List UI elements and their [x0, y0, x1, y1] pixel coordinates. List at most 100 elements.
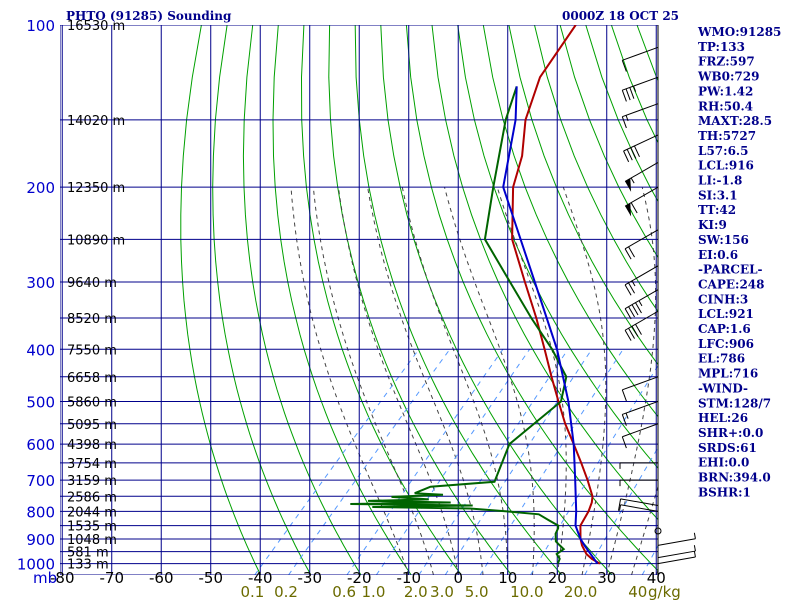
dry-adiabat-line	[791, 25, 800, 575]
dry-adiabat-line	[272, 25, 412, 575]
mixing-ratio-tick-label: 0.2	[274, 583, 298, 600]
wind-barb-shaft	[657, 538, 696, 546]
sounding-index: KI:9	[698, 218, 727, 232]
sounding-index: SI:3.1	[698, 188, 738, 202]
wind-barb-full	[631, 325, 639, 337]
wind-barb-full	[621, 90, 627, 102]
temperature-tick-label: -50	[198, 569, 223, 587]
sounding-indices: WMO:91285TP:133FRZ:597WB0:729PW:1.42RH:5…	[697, 25, 781, 499]
dry-adiabat-line	[180, 25, 262, 575]
sounding-index: LCL:916	[698, 159, 754, 173]
mixing-ratio-line	[346, 349, 504, 575]
mixing-ratio-tick-label: 40	[628, 583, 647, 600]
height-label: 2586 m	[67, 490, 117, 505]
sounding-index: HEL:26	[698, 411, 748, 425]
wind-barb-full	[635, 302, 642, 314]
temperature-tick-label: -80	[50, 569, 75, 587]
wind-barb-half	[633, 85, 637, 92]
mixing-ratio-line	[288, 349, 451, 575]
wind-barb-shaft	[657, 556, 696, 565]
wind-barb-shaft	[622, 46, 659, 61]
wind-barb-shaft	[622, 423, 659, 438]
wind-barb-shaft	[624, 229, 659, 250]
pressure-tick-label: 500	[26, 393, 55, 411]
temperature-tick-label: 0	[453, 569, 463, 587]
pressure-tick-label: 800	[26, 503, 55, 521]
wind-barb-full	[626, 149, 633, 161]
sounding-profiles	[350, 25, 601, 565]
dry-adiabat-line	[300, 25, 462, 575]
wind-barb-shaft	[624, 186, 659, 207]
wind-barb-full	[628, 306, 635, 318]
height-label: 5860 m	[67, 395, 117, 410]
wind-barb-shaft	[624, 289, 659, 310]
temperature-tick-label: -40	[248, 569, 273, 587]
moist-adiabat-line	[290, 187, 410, 575]
mixing-ratio-tick-label: 1.0	[362, 583, 386, 600]
wind-barb-half	[630, 177, 635, 184]
pressure-tick-label: 400	[26, 341, 55, 359]
wind-barb-calm	[654, 527, 662, 535]
temperature-tick-label: -10	[396, 569, 421, 587]
dry-adiabat-line	[431, 25, 658, 521]
mixing-ratio-tick-label: 20.0	[564, 583, 597, 600]
wind-barb-shaft	[620, 504, 659, 512]
wind-barb-full	[625, 88, 631, 101]
moist-adiabat-line	[312, 187, 434, 575]
wind-barb-full	[621, 60, 627, 72]
sounding-index: PW:1.42	[698, 84, 753, 98]
wind-barb-full	[628, 282, 635, 294]
mixing-ratio-line	[375, 349, 531, 575]
wind-barb-shaft	[620, 498, 659, 506]
wind-barb-full	[628, 246, 635, 258]
moist-adiabat-line	[367, 187, 484, 575]
wind-barb-full	[624, 308, 632, 320]
moist-adiabat-line	[562, 186, 607, 575]
height-label: 133 m	[67, 558, 109, 573]
sounding-index: L57:6.5	[698, 144, 748, 158]
sounding-index: LFC:906	[698, 337, 754, 351]
moist-adiabat-line	[401, 186, 509, 575]
height-label: 9640 m	[67, 276, 117, 291]
sounding-index: WMO:91285	[697, 25, 781, 39]
dry-adiabat-line	[482, 25, 658, 418]
sounding-index: TT:42	[698, 203, 736, 217]
temperature-tick-label: -70	[99, 569, 124, 587]
wind-barb-half	[693, 545, 696, 552]
sounding-index: BRN:394.0	[698, 471, 771, 485]
wind-barb-full	[623, 150, 630, 163]
sounding-index: MAXT:28.5	[698, 114, 772, 128]
dry-adiabat-line	[559, 25, 658, 259]
height-label: 6658 m	[67, 371, 117, 386]
sounding-index: LI:-1.8	[698, 174, 742, 188]
wind-barb-shaft	[622, 376, 659, 391]
wind-barb-full	[621, 116, 627, 129]
sounding-index: EL:786	[698, 352, 745, 366]
pressure-tick-label: 600	[26, 436, 55, 454]
wind-barb-shaft	[622, 103, 659, 118]
wind-barb-full	[628, 327, 635, 339]
mixing-ratio-tick-label: 5.0	[465, 583, 489, 600]
wind-barb-half	[638, 300, 643, 307]
wind-barb-full	[629, 87, 635, 99]
wind-barb-half	[625, 115, 629, 122]
pressure-tick-label: 700	[26, 472, 55, 490]
mixing-ratio-line	[418, 349, 569, 575]
dewpoint-profile-line	[350, 86, 568, 564]
sounding-index: EI:0.6	[698, 248, 738, 262]
sounding-index: SHR+:0.0	[698, 426, 763, 440]
wind-barb-full	[621, 436, 627, 449]
dry-adiabat-line	[534, 25, 658, 313]
pressure-tick-label: 1000	[17, 556, 55, 574]
wind-barb-pennant	[625, 203, 632, 217]
mixing-ratio-line	[254, 349, 420, 575]
wind-barb-shaft	[657, 550, 696, 559]
mixing-ratio-line	[479, 349, 624, 575]
pressure-tick-label: 200	[26, 179, 55, 197]
wind-barb-half	[631, 280, 636, 287]
mixing-ratio-tick-label: 0.6	[332, 583, 356, 600]
height-label: 3159 m	[67, 474, 117, 489]
wind-barb-shaft	[624, 310, 659, 331]
